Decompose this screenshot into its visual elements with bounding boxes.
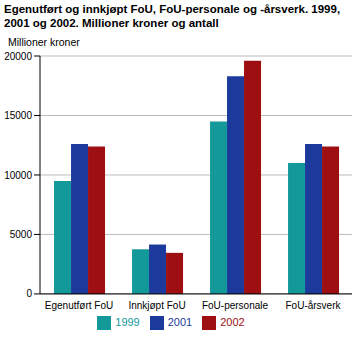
html-text:1999: 1999: [115, 315, 140, 328]
svg-text:FoU-årsverk: FoU-årsverk: [285, 300, 341, 311]
html-text:2002: 2002: [220, 315, 245, 328]
svg-text:0: 0: [26, 288, 32, 299]
svg-text:10000: 10000: [8, 170, 32, 181]
svg-text:Egenutført FoU: Egenutført FoU: [45, 300, 113, 311]
html-text:2001: 2001: [167, 315, 193, 328]
svg-text:Innkjøpt FoU: Innkjøpt FoU: [128, 300, 185, 311]
svg-text:20000: 20000: [8, 51, 32, 62]
html-text:Millioner kroner: Millioner kroner: [8, 36, 80, 48]
svg-text:5000: 5000: [10, 229, 33, 240]
svg-text:15000: 15000: [8, 110, 32, 121]
html-text:Egenutført og innkjøpt FoU, Fo: Egenutført og innkjøpt FoU, FoU-personal…: [4, 3, 341, 29]
svg-text:FoU-personale: FoU-personale: [202, 300, 269, 311]
